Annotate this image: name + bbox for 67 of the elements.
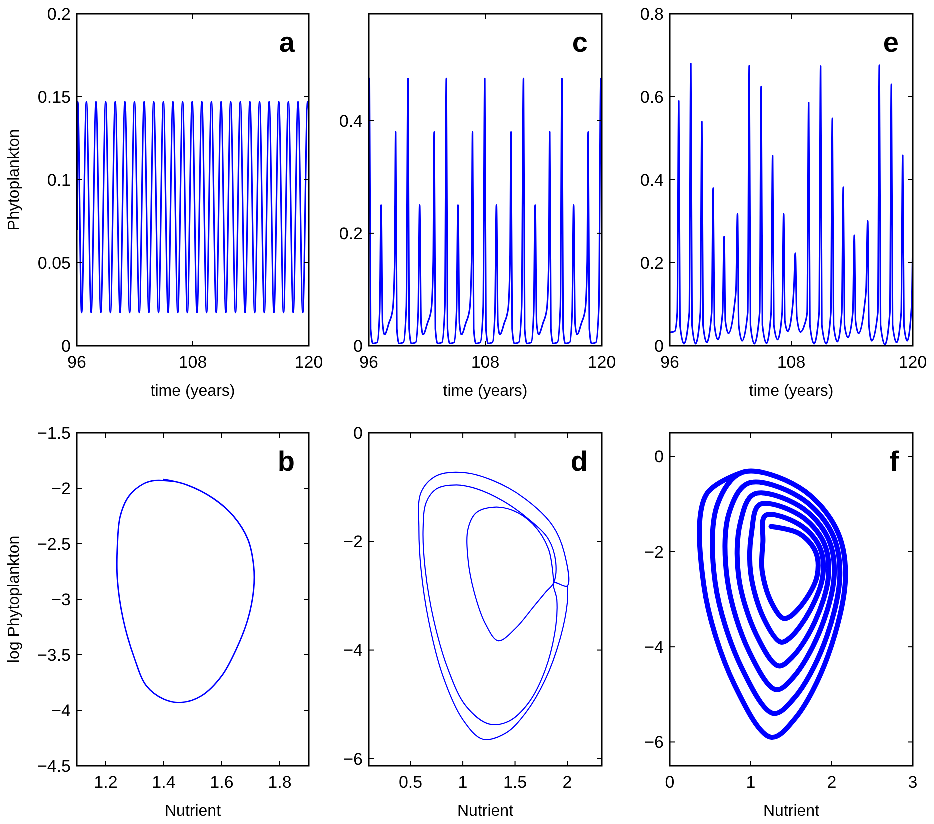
y-axis-title: Phytoplankton — [6, 129, 23, 231]
text: b — [278, 446, 295, 477]
x-tick-label: 0.5 — [398, 773, 423, 792]
y-tick-label: −3.5 — [37, 646, 71, 665]
x-axis-title: time (years) — [749, 383, 834, 400]
x-tick-label: 108 — [471, 353, 500, 372]
y-tick-label: −4.5 — [37, 756, 71, 776]
x-tick-label: 108 — [178, 353, 208, 372]
text: d — [570, 446, 588, 477]
text: f — [890, 446, 900, 477]
x-tick-label: 96 — [660, 353, 680, 372]
x-tick-label: 1.5 — [503, 773, 528, 792]
x-tick-label: 1 — [746, 773, 756, 792]
y-tick-label: −2 — [344, 532, 363, 552]
x-axis-title: Nutrient — [164, 803, 222, 820]
text: c — [572, 27, 588, 58]
y-tick-label: 0 — [654, 336, 664, 356]
y-tick-label: 0.05 — [38, 254, 71, 273]
x-tick-label: 108 — [777, 353, 806, 372]
y-tick-label: −2.5 — [37, 534, 71, 554]
line-series — [369, 78, 602, 345]
x-tick-label: 2 — [562, 773, 572, 792]
text: a — [279, 27, 296, 58]
y-tick-label: 0.1 — [47, 170, 71, 190]
y-tick-label: 0 — [354, 336, 363, 356]
y-tick-label: 0.2 — [339, 224, 363, 244]
line-series — [116, 478, 256, 704]
y-tick-label: −4 — [52, 701, 71, 720]
x-tick-label: 1.4 — [152, 773, 176, 792]
y-tick-label: −2 — [52, 479, 71, 498]
y-tick-label: −3 — [52, 590, 71, 610]
x-tick-label: 1.6 — [210, 773, 234, 792]
y-tick-label: −6 — [644, 733, 664, 752]
x-tick-label: 1 — [458, 773, 468, 792]
y-tick-label: 0.15 — [38, 88, 71, 107]
x-tick-label: 120 — [588, 353, 616, 372]
y-axis-title: log Phytoplankton — [6, 536, 23, 664]
line-series — [77, 101, 309, 314]
y-tick-label: 0 — [654, 448, 664, 467]
y-tick-label: 0.2 — [640, 254, 664, 273]
y-tick-label: −4 — [344, 641, 363, 660]
y-tick-label: −4 — [644, 638, 664, 658]
x-tick-label: 1.2 — [94, 773, 118, 792]
y-tick-label: 0 — [62, 336, 71, 356]
x-tick-label: 120 — [294, 353, 324, 372]
y-tick-label: 0.6 — [640, 88, 664, 107]
y-tick-label: 0.4 — [339, 112, 363, 131]
x-tick-label: 96 — [360, 353, 378, 372]
line-series — [670, 63, 913, 346]
y-tick-label: 0.4 — [640, 170, 664, 190]
x-tick-label: 120 — [898, 353, 928, 372]
line-series — [418, 472, 569, 740]
x-tick-label: 96 — [68, 353, 86, 372]
x-tick-label: 3 — [908, 773, 918, 792]
text: e — [883, 27, 899, 58]
y-tick-label: −1.5 — [37, 424, 71, 443]
y-tick-label: 0 — [354, 424, 363, 443]
x-tick-label: 2 — [827, 773, 837, 792]
x-axis-title: Nutrient — [763, 803, 820, 820]
y-tick-label: 0.8 — [640, 4, 664, 24]
x-tick-label: 1.8 — [268, 773, 292, 792]
y-tick-label: 0.2 — [47, 4, 71, 24]
x-axis-title: Nutrient — [457, 803, 514, 820]
y-tick-label: −6 — [344, 750, 363, 769]
y-tick-label: −2 — [644, 542, 664, 562]
x-axis-title: time (years) — [150, 383, 236, 400]
x-axis-title: time (years) — [443, 383, 528, 400]
